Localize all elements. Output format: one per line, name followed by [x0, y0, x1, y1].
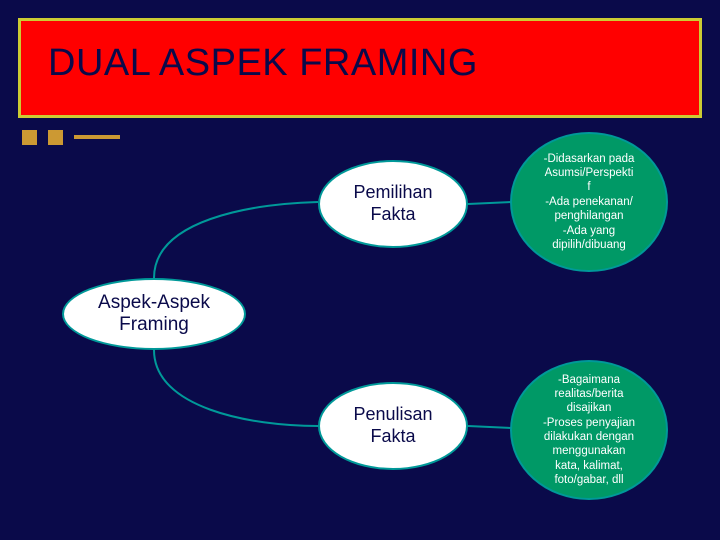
node-pemilihan-fakta: Pemilihan Fakta	[318, 160, 468, 248]
node-penulisan-fakta: Penulisan Fakta	[318, 382, 468, 470]
edge-root-mid1	[154, 202, 318, 278]
node-detail1-label: -Didasarkan pada Asumsi/Perspekti f -Ada…	[544, 152, 635, 253]
edge-root-mid2	[154, 350, 318, 426]
node-root-label: Aspek-Aspek Framing	[98, 292, 210, 336]
edge-mid2-detail2	[468, 426, 512, 428]
node-mid1-label: Pemilihan Fakta	[353, 182, 432, 225]
accent-square	[22, 130, 37, 145]
node-mid2-label: Penulisan Fakta	[353, 404, 432, 447]
diagram-canvas: DUAL ASPEK FRAMING Aspek-Aspek Framing P…	[0, 0, 720, 540]
node-detail2-label: -Bagaimana realitas/berita disajikan -Pr…	[543, 373, 635, 488]
node-root: Aspek-Aspek Framing	[62, 278, 246, 350]
edge-mid1-detail1	[468, 202, 512, 204]
node-detail-penulisan: -Bagaimana realitas/berita disajikan -Pr…	[510, 360, 668, 500]
page-title: DUAL ASPEK FRAMING	[48, 42, 478, 85]
node-detail-pemilihan: -Didasarkan pada Asumsi/Perspekti f -Ada…	[510, 132, 668, 272]
accent-line	[74, 135, 120, 139]
accent-square	[48, 130, 63, 145]
